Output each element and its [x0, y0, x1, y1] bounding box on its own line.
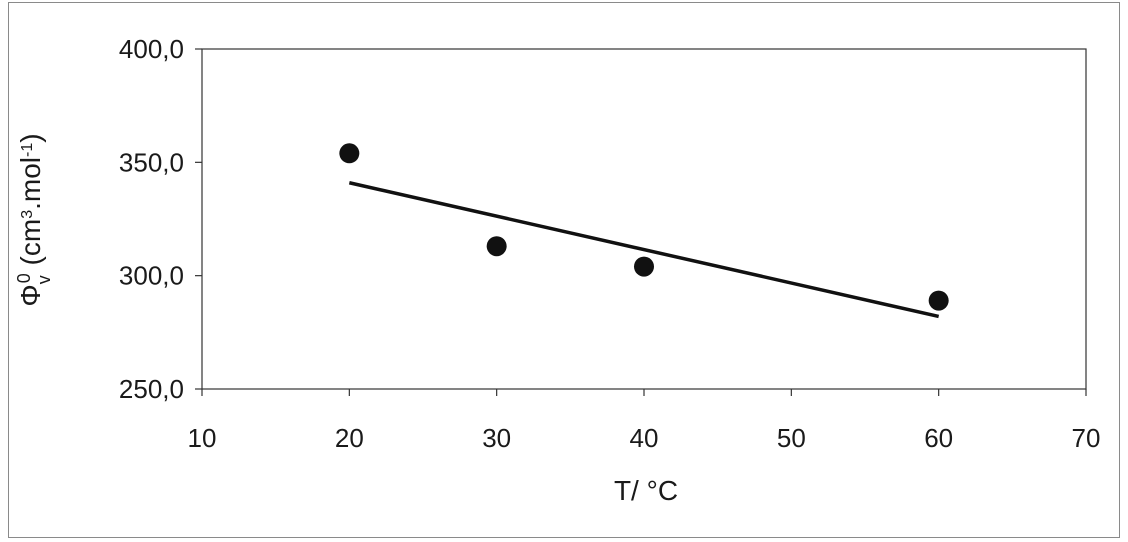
- x-tick-label: 40: [630, 423, 659, 453]
- axes: [201, 48, 1087, 390]
- y-tick-label: 400,0: [119, 34, 184, 64]
- x-tick-label: 70: [1072, 423, 1101, 453]
- x-tick-label: 50: [777, 423, 806, 453]
- x-tick-label: 20: [335, 423, 364, 453]
- ticks: 10 20 30 40 50 60 70 250,0 300,0 350,0 400,0: [119, 34, 1101, 453]
- data-point: [486, 236, 507, 257]
- y-tick-label: 250,0: [119, 374, 184, 404]
- y-tick-label: 350,0: [119, 147, 184, 177]
- x-axis-title: T/ °C: [614, 475, 678, 506]
- data-point: [634, 256, 654, 277]
- x-tick-label: 60: [924, 423, 953, 453]
- data-point: [339, 143, 360, 164]
- x-tick-label: 30: [482, 423, 511, 453]
- chart-frame: [8, 2, 1120, 538]
- trendline: [348, 181, 940, 319]
- y-tick-label: 300,0: [119, 261, 184, 291]
- trendline-layer: [348, 181, 940, 319]
- plot-area: [201, 48, 1087, 390]
- x-tick-label: 10: [188, 423, 217, 453]
- points-layer: [339, 143, 949, 311]
- y-axis-title: Φv0 (cm3.mol-1): [14, 133, 54, 306]
- data-point: [928, 290, 949, 311]
